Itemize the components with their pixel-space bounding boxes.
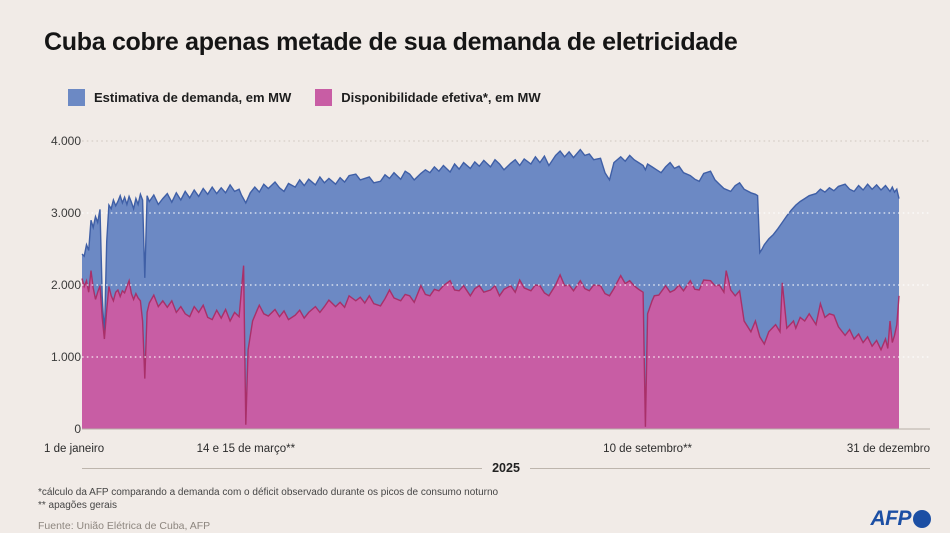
x-axis-label-january: 1 de janeiro	[44, 443, 105, 455]
y-axis-label: 4.000	[50, 134, 81, 148]
demand-swatch	[68, 89, 85, 106]
y-axis-label: 3.000	[50, 206, 81, 220]
x-axis-label-september-blackout: 10 de setembro**	[603, 443, 693, 455]
legend-item-demand: Estimativa de demanda, em MW	[68, 89, 291, 106]
afp-logo-text: AFP	[870, 507, 912, 530]
demand-line	[81, 148, 900, 337]
page-title: Cuba cobre apenas metade de sua demanda …	[44, 28, 738, 56]
year-axis: 2025	[82, 461, 930, 475]
legend-item-availability: Disponibilidade efetiva*, em MW	[315, 89, 541, 106]
afp-logo-circle-icon	[913, 510, 931, 528]
axis-rule-right	[529, 467, 930, 469]
source-credit: Fuente: União Elétrica de Cuba, AFP	[38, 520, 211, 532]
y-axis-label: 0	[74, 422, 81, 436]
x-axis-label-march-blackout: 14 e 15 de março**	[196, 443, 296, 455]
availability-area	[82, 265, 899, 429]
axis-rule-left	[82, 467, 483, 469]
legend-label-demand: Estimativa de demanda, em MW	[94, 90, 292, 105]
legend-label-availability: Disponibilidade efetiva*, em MW	[341, 90, 541, 105]
availability-line	[81, 265, 900, 427]
footnote-calculation: *cálculo da AFP comparando a demanda com…	[38, 487, 499, 498]
x-axis-label-december: 31 de dezembro	[846, 443, 930, 455]
afp-logo: AFP	[870, 507, 931, 531]
y-axis-label: 1.000	[50, 350, 81, 364]
year-label: 2025	[492, 461, 520, 475]
availability-swatch	[315, 89, 333, 106]
footnote-blackouts: ** apagões gerais	[38, 500, 117, 511]
legend: Estimativa de demanda, em MW Disponibili…	[68, 89, 541, 106]
y-axis-label: 2.000	[50, 278, 81, 292]
